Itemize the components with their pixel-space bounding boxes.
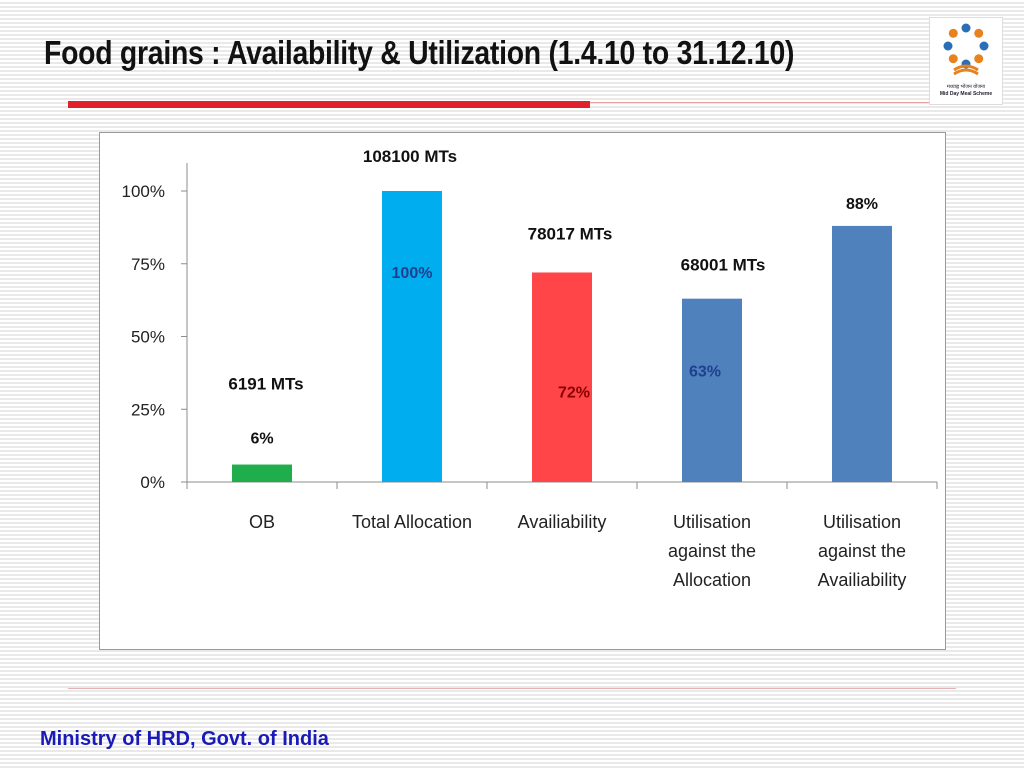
logo-figure-icon	[974, 54, 984, 64]
logo-figure-icon	[961, 23, 971, 33]
x-tick-label: against the	[818, 541, 906, 561]
footer-ministry-text: Ministry of HRD, Govt. of India	[40, 728, 329, 750]
quantity-label: 68001 MTs	[681, 256, 766, 275]
y-tick-label: 100%	[122, 182, 165, 201]
logo-figure-icon	[974, 28, 984, 38]
quantity-label: 108100 MTs	[363, 147, 457, 166]
x-tick-label: Total Allocation	[352, 512, 472, 532]
y-tick-label: 0%	[140, 473, 165, 492]
logo-figure-icon	[948, 28, 958, 38]
y-tick-label: 50%	[131, 328, 165, 347]
data-label: 100%	[392, 265, 433, 282]
chart-container: 0% 25% 50% 75% 100% OB Total Allocation Availia…	[99, 132, 946, 650]
bar-chart: 0% 25% 50% 75% 100% OB Total Allocation Availia…	[122, 147, 938, 590]
mid-day-meal-emblem-icon	[943, 23, 989, 76]
mid-day-meal-logo: मध्याह्न भोजन योजना Mid Day Meal Scheme	[929, 17, 1003, 105]
bar	[382, 191, 442, 482]
quantity-label: 6191 MTs	[228, 375, 303, 394]
logo-caption-english: Mid Day Meal Scheme	[939, 91, 993, 97]
logo-figure-icon	[943, 41, 953, 51]
bar	[832, 225, 892, 483]
data-label: 6%	[250, 431, 273, 448]
x-tick-label: against the	[668, 541, 756, 561]
bar	[682, 298, 742, 482]
quantity-label: 78017 MTs	[528, 224, 613, 243]
footer-divider	[68, 688, 956, 689]
x-tick-label: Allocation	[673, 570, 751, 590]
title-underline-thin	[590, 102, 930, 103]
bar	[532, 272, 592, 482]
data-label: 88%	[846, 196, 878, 213]
logo-figure-icon	[979, 41, 989, 51]
data-label: 63%	[689, 364, 721, 381]
x-tick-label: Utilisation	[823, 512, 901, 532]
x-tick-label: Availiability	[518, 512, 607, 532]
logo-caption-hindi: मध्याह्न भोजन योजना	[946, 84, 986, 90]
title-underline-red	[68, 101, 590, 108]
data-label: 72%	[558, 384, 590, 401]
slide-title: Food grains : Availability & Utilization…	[44, 34, 795, 71]
bar	[232, 464, 292, 482]
y-tick-label: 25%	[131, 400, 165, 419]
y-tick-label: 75%	[131, 255, 165, 274]
x-tick-label: OB	[249, 512, 275, 532]
logo-figure-icon	[948, 54, 958, 64]
x-tick-label: Availiability	[818, 570, 907, 590]
x-tick-label: Utilisation	[673, 512, 751, 532]
